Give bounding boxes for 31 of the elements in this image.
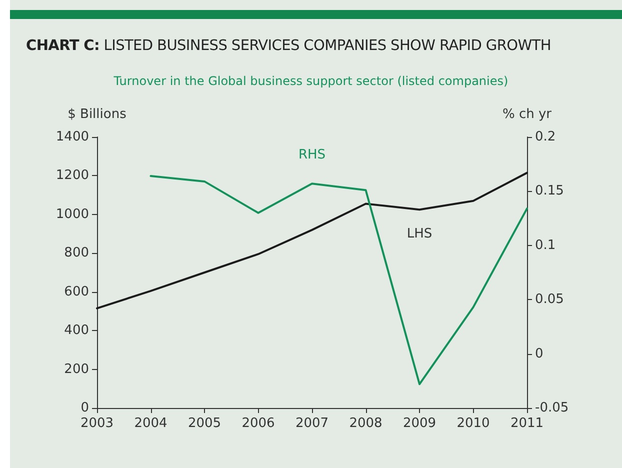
y2-tick-label: -0.05 (535, 400, 569, 416)
x-tick-label: 2009 (402, 416, 436, 431)
chart-subtitle: Turnover in the Global business support sector (listed companies) (112, 74, 510, 88)
y-tick-label: 1200 (56, 168, 89, 184)
y-tick-label: 400 (64, 323, 89, 338)
y2-tick-label: 0 (535, 346, 544, 362)
x-tick-label: 2011 (510, 416, 544, 431)
x-tick-label: 2007 (295, 416, 329, 431)
y-tick-label: 600 (64, 284, 89, 300)
y-tick-label: 1000 (56, 206, 89, 222)
x-tick-label: 2005 (188, 416, 222, 431)
x-tick-label: 2003 (80, 416, 114, 431)
y2-tick-label: 0.1 (535, 238, 556, 253)
y2-tick-label: 0.2 (535, 130, 556, 144)
y-tick-label: 1400 (56, 130, 89, 144)
y2-tick-label: 0.15 (535, 184, 564, 199)
x-tick-label: 2010 (456, 416, 490, 431)
x-tick-label: 2008 (349, 416, 382, 431)
y2-tick-label: 0.05 (535, 292, 564, 308)
line-series (96, 172, 528, 310)
y-tick-label: 0 (80, 400, 89, 416)
y-axis-title: $ Billions (68, 107, 127, 122)
x-tick-label: 2006 (242, 416, 275, 431)
y-tick-label: 800 (64, 246, 89, 261)
chart-title: CHART C: LISTED BUSINESS SERVICES COMPANIES SHOW RAPID GROWTH (26, 38, 551, 54)
line-series (150, 175, 528, 386)
x-tick-label: 2004 (134, 416, 168, 431)
series-label: LHS (406, 226, 432, 242)
y-tick-label: 200 (64, 362, 89, 377)
series-label: RHS (298, 148, 326, 163)
y2-axis-title: % ch yr (502, 107, 552, 122)
